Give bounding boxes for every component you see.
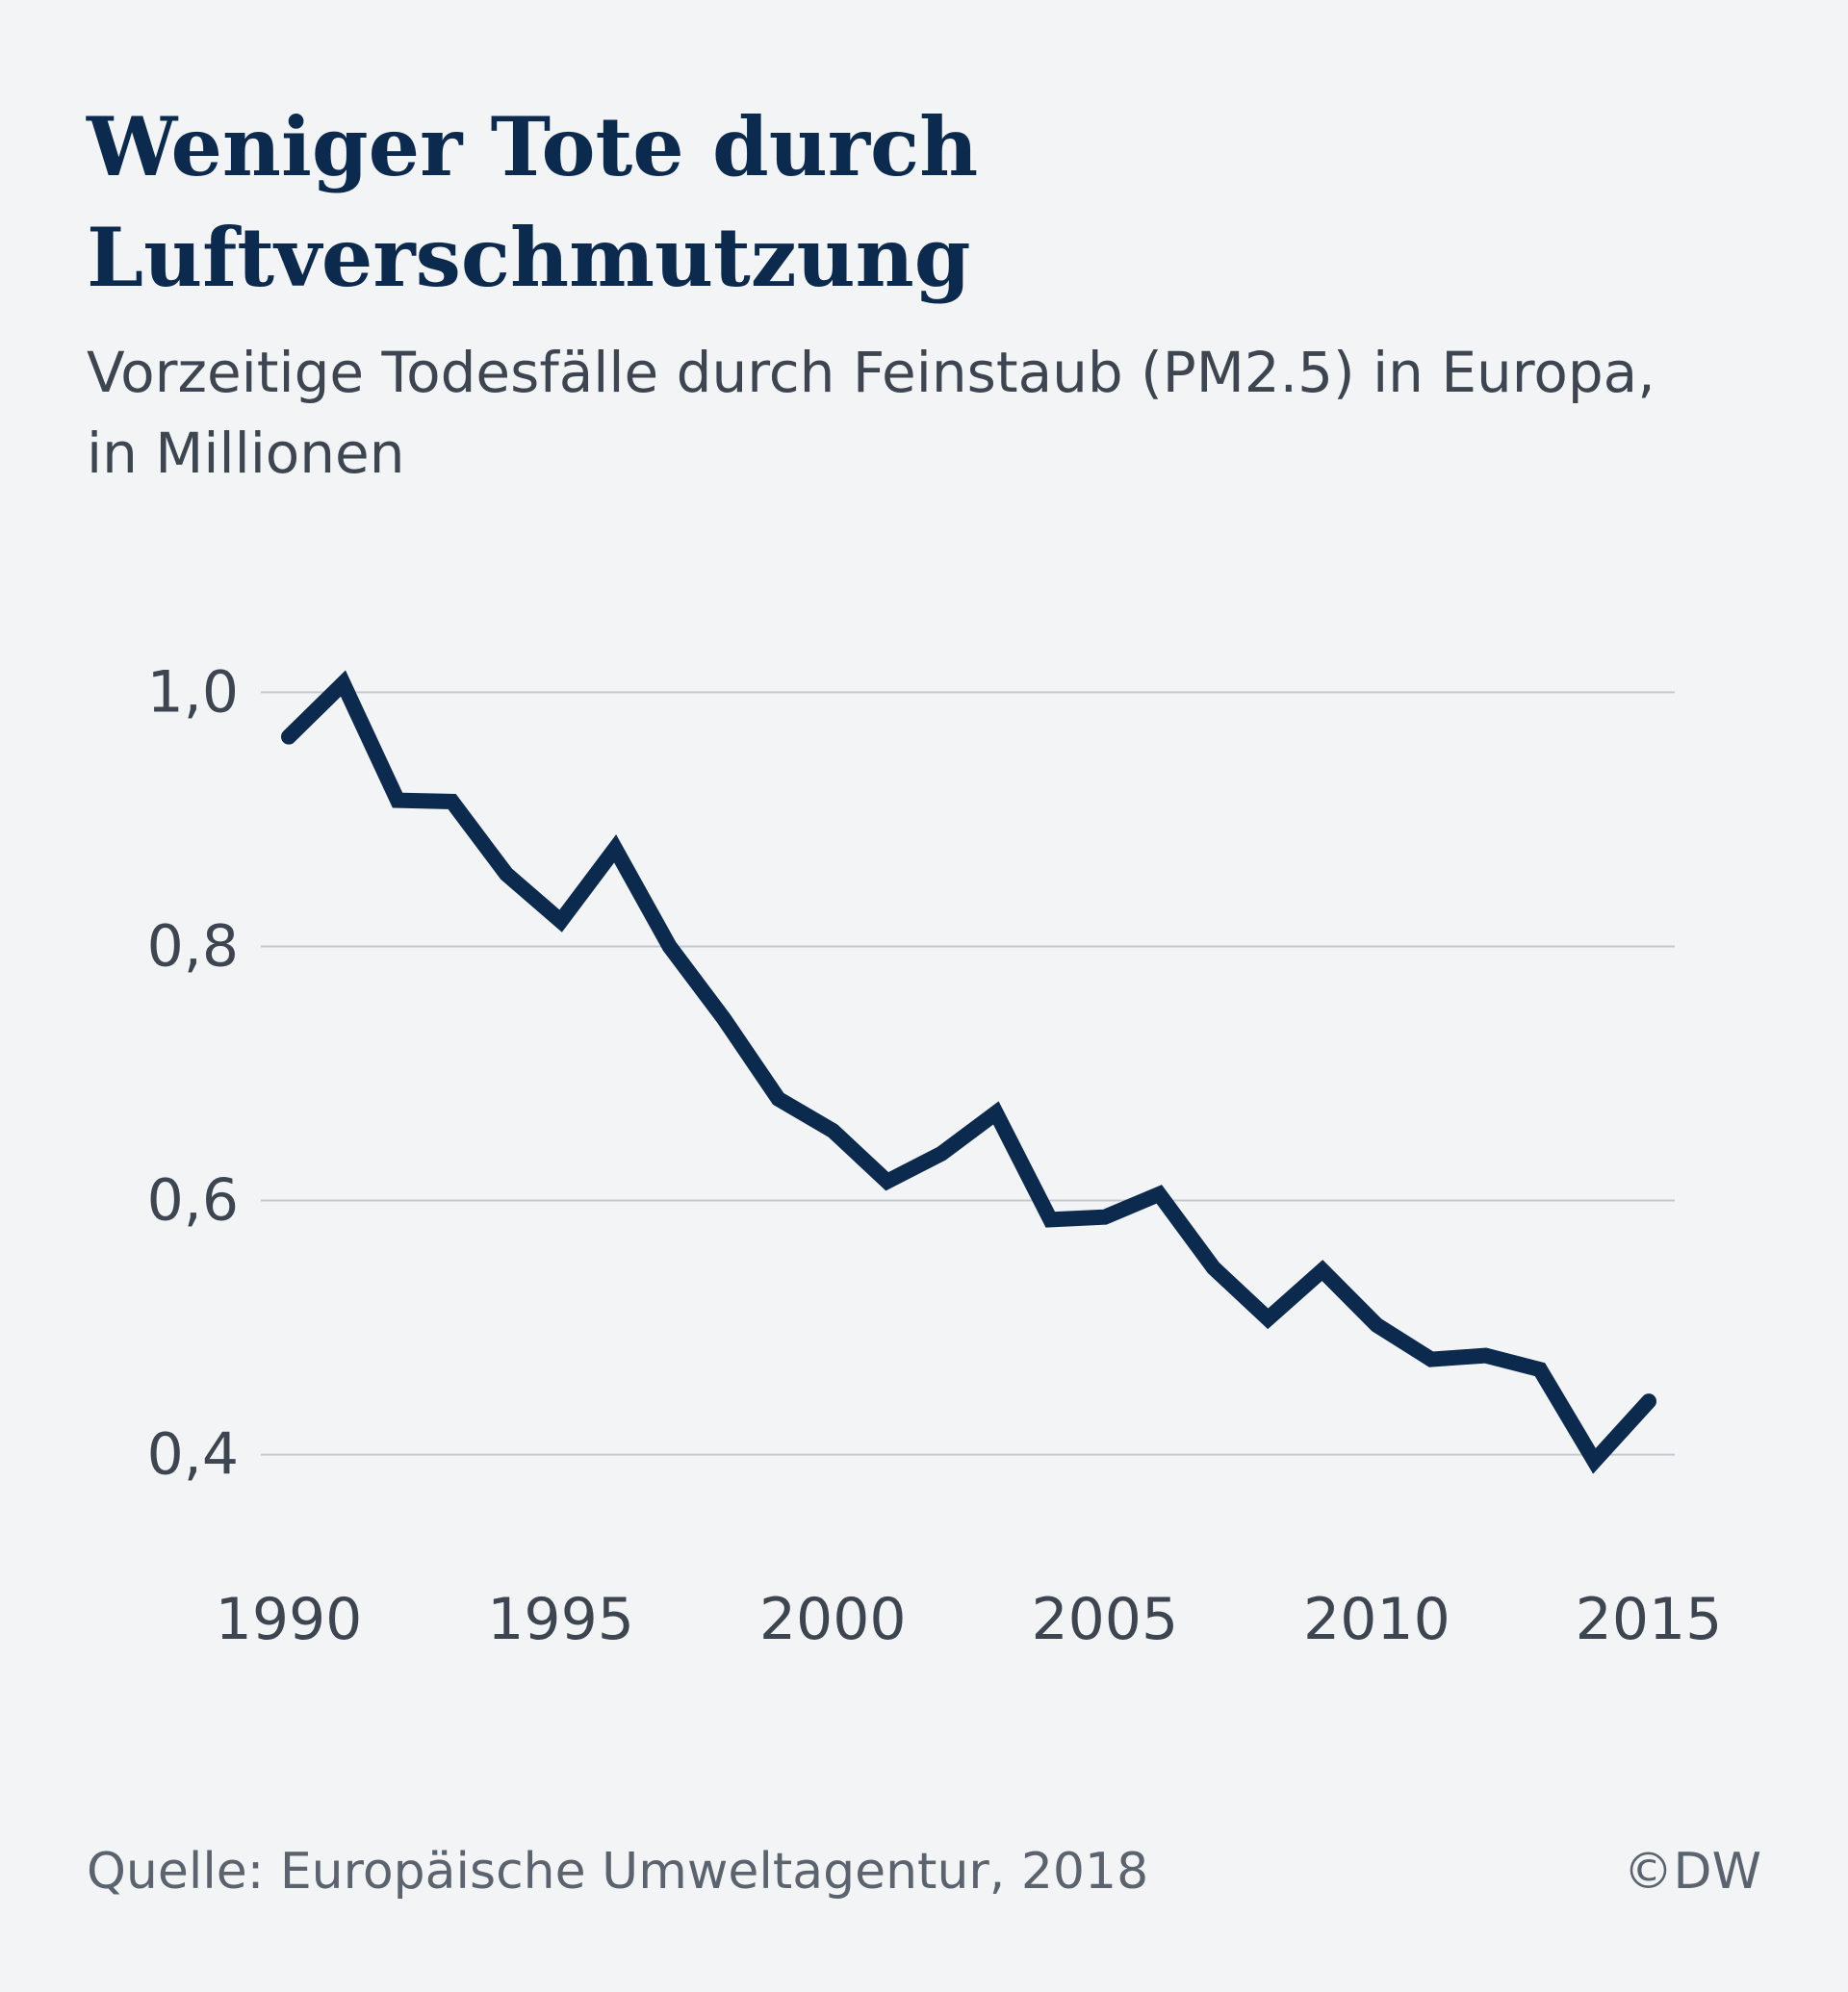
x-tick-label: 1990: [216, 1586, 363, 1653]
x-tick-label: 2005: [1031, 1586, 1178, 1653]
x-tick-label: 2015: [1576, 1586, 1723, 1653]
y-tick-label: 0,6: [147, 1167, 239, 1235]
y-tick-label: 0,8: [147, 912, 239, 980]
source: Quelle: Europäische Umweltagentur, 2018: [87, 1843, 1149, 1901]
y-tick-label: 0,4: [147, 1421, 239, 1489]
chart-title: Weniger Tote durch Luftverschmutzung: [87, 99, 979, 305]
x-tick-label: 2010: [1303, 1586, 1450, 1653]
chart-subtitle: Vorzeitige Todesfälle durch Feinstaub (P…: [87, 340, 1656, 486]
data-line: [281, 670, 1656, 1474]
x-tick-label: 2000: [759, 1586, 907, 1653]
credit: ©DW: [1623, 1843, 1761, 1901]
y-tick-label: 1,0: [147, 658, 239, 726]
x-tick-label: 1995: [487, 1586, 634, 1653]
